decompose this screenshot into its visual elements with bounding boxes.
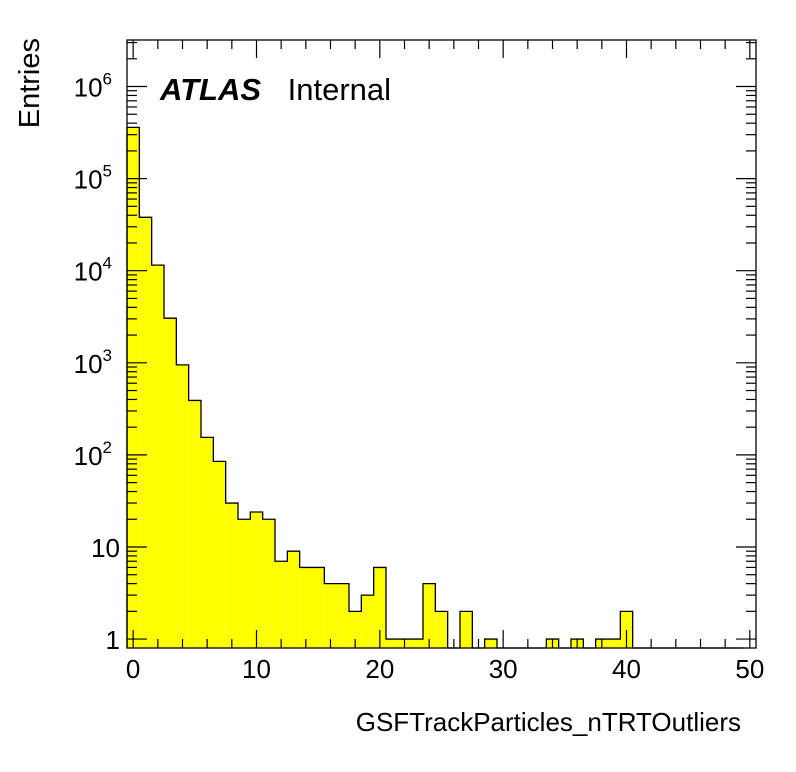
atlas-label: ATLAS Internal (159, 72, 391, 107)
histogram-bar (336, 583, 349, 648)
histogram-bar (410, 639, 423, 648)
histogram-bar (127, 127, 140, 648)
histogram-bar (386, 639, 399, 648)
x-tick-label: 30 (489, 654, 518, 684)
x-tick-label: 40 (612, 654, 641, 684)
y-tick-label: 10 (91, 533, 120, 563)
histogram-bar (262, 519, 275, 648)
histogram-bar (373, 567, 386, 648)
histogram-bar (213, 461, 226, 648)
histogram-bar (423, 583, 436, 648)
histogram-bar (238, 519, 251, 648)
histogram-bar (139, 217, 152, 648)
histogram-bar (225, 503, 238, 648)
y-tick-label: 1 (106, 625, 120, 655)
y-tick-label: 106 (74, 70, 112, 103)
histogram-outline (126, 126, 744, 649)
histogram-bar (460, 611, 473, 648)
y-tick-label: 105 (74, 162, 112, 195)
histogram-bar (484, 639, 497, 648)
axis-ticks (127, 40, 756, 648)
histogram-bar (608, 639, 621, 648)
histogram-bar (349, 611, 362, 648)
x-tick-label: 0 (126, 654, 140, 684)
histogram-bar (188, 400, 201, 648)
y-tick-label: 104 (74, 254, 112, 287)
x-tick-labels: 0 10 20 30 40 50 (126, 654, 764, 684)
x-tick-label: 50 (735, 654, 764, 684)
x-tick-label: 10 (242, 654, 271, 684)
atlas-bold-label: ATLAS (159, 72, 261, 107)
y-tick-label: 103 (74, 346, 112, 379)
histogram-bar (275, 561, 288, 648)
histogram-bar (312, 567, 325, 648)
histogram-bar (620, 611, 633, 648)
histogram-bar (324, 583, 337, 648)
histogram-bar (435, 611, 448, 648)
y-tick-labels: 1 10 102 103 104 105 106 (74, 70, 120, 656)
histogram-bar (151, 265, 164, 648)
y-tick-label: 102 (74, 438, 112, 471)
plot-frame (126, 39, 757, 649)
histogram-bar (201, 437, 214, 648)
histogram-bar (361, 595, 374, 648)
y-axis-label: Entries (14, 38, 46, 128)
histogram-bar (250, 511, 263, 648)
histogram-bar (164, 318, 177, 648)
histogram-bar (299, 567, 312, 648)
histogram-bars (127, 127, 633, 648)
atlas-status-label: Internal (288, 72, 391, 107)
x-tick-label: 20 (365, 654, 394, 684)
histogram-bar (287, 551, 300, 648)
x-axis-label: GSFTrackParticles_nTRTOutliers (356, 707, 741, 737)
histogram-bar (176, 364, 189, 648)
